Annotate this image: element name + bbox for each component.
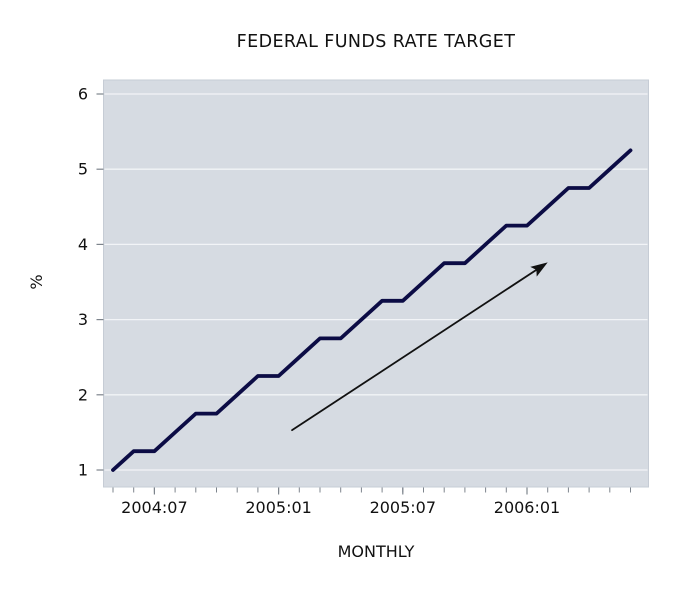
- chart-title: FEDERAL FUNDS RATE TARGET: [237, 32, 516, 52]
- arrow-shaft: [291, 266, 542, 432]
- rate-line: [111, 148, 633, 472]
- x-tick-label: 2005:01: [245, 498, 311, 517]
- y-tick-label: 3: [78, 310, 88, 329]
- x-axis-label: MONTHLY: [338, 542, 415, 561]
- x-tick-label: 2004:07: [121, 498, 187, 517]
- plot-area: [103, 79, 649, 488]
- arrowhead-icon: [530, 262, 548, 277]
- y-axis-label: %: [27, 274, 46, 289]
- gridlines: [104, 93, 648, 471]
- rate-step-line: [111, 148, 633, 472]
- trend-arrow: [291, 262, 548, 432]
- x-tick-label: 2005:07: [370, 498, 436, 517]
- x-tick-label: 2006:01: [494, 498, 560, 517]
- y-tick-label: 1: [78, 461, 88, 480]
- x-axis-tick-labels: 2004:07 2005:01 2005:07 2006:01: [121, 498, 560, 517]
- y-axis-tick-labels: 1 2 3 4 5 6: [78, 85, 88, 480]
- y-tick-label: 5: [78, 160, 88, 179]
- y-tick-label: 4: [78, 235, 88, 254]
- x-axis-ticks: [112, 487, 631, 495]
- y-axis-ticks: [96, 93, 104, 471]
- y-tick-label: 6: [78, 85, 88, 104]
- y-tick-label: 2: [78, 385, 88, 404]
